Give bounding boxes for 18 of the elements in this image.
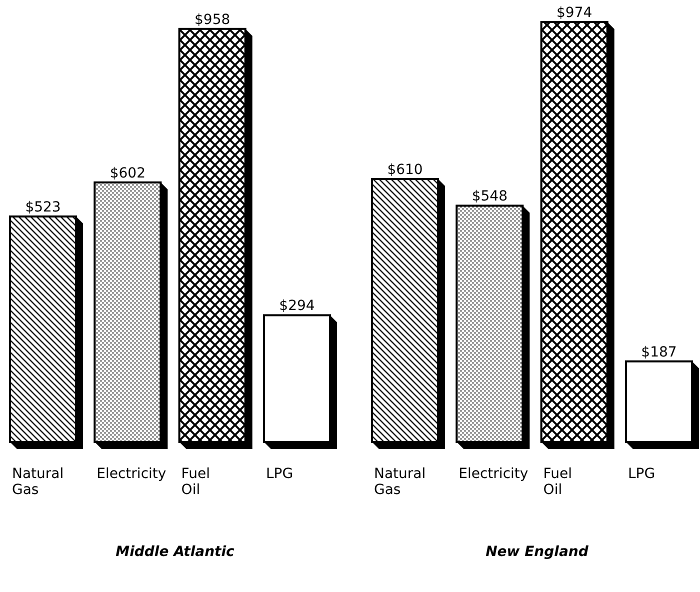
- text: Middle Atlantic: [116, 544, 236, 560]
- x-tick-label: Fuel Oil: [181, 466, 210, 498]
- data-label: $187: [641, 344, 677, 360]
- x-tick-label: Natural Gas: [374, 466, 426, 498]
- data-label: $294: [279, 298, 315, 314]
- data-label: $548: [472, 188, 508, 205]
- data-label: $958: [194, 12, 230, 28]
- data-label: $974: [556, 5, 592, 21]
- x-tick-label: LPG: [628, 466, 656, 482]
- x-tick-label: Fuel Oil: [543, 466, 572, 498]
- data-label: $523: [25, 199, 61, 216]
- x-tick-label: Electricity: [458, 466, 528, 482]
- x-tick-label: Natural Gas: [12, 466, 64, 498]
- text: New England: [486, 544, 590, 560]
- x-tick-label: Electricity: [96, 466, 166, 482]
- data-label: $610: [387, 162, 423, 178]
- x-tick-label: LPG: [266, 466, 294, 482]
- data-label: $602: [110, 165, 146, 182]
